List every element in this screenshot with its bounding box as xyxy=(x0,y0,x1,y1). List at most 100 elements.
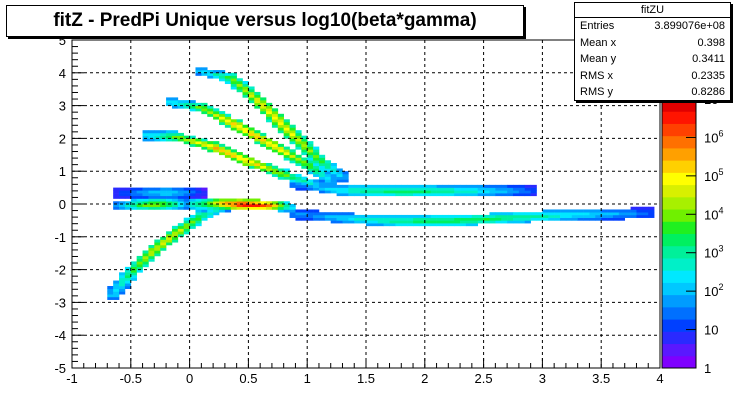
heatmap-cell xyxy=(471,184,479,188)
heatmap-cell xyxy=(119,288,126,292)
heatmap-cell xyxy=(219,113,226,117)
heatmap-cell xyxy=(136,266,143,270)
palette-band xyxy=(662,160,696,173)
heatmap-cell xyxy=(171,102,179,106)
heatmap-cell xyxy=(236,83,243,87)
heatmap-cell xyxy=(395,190,402,194)
heatmap-cell xyxy=(301,179,308,183)
heatmap-cell xyxy=(471,190,479,194)
heatmap-cell xyxy=(166,198,173,202)
heatmap-cell xyxy=(166,195,173,199)
heatmap-cell xyxy=(177,228,185,232)
heatmap-cell xyxy=(289,182,296,186)
heatmap-cell xyxy=(483,190,490,194)
heatmap-cell xyxy=(148,247,155,251)
heatmap-cell xyxy=(336,220,343,224)
heatmap-cell xyxy=(518,220,526,224)
heatmap-cell xyxy=(289,157,296,161)
heatmap-cell xyxy=(213,111,220,115)
heatmap-cell xyxy=(177,223,185,227)
heatmap-cell xyxy=(418,220,426,224)
palette-tick-label: 103 xyxy=(704,244,723,261)
heatmap-cell xyxy=(477,187,484,191)
heatmap-cell xyxy=(342,173,349,177)
heatmap-cell xyxy=(171,100,179,104)
heatmap-cell xyxy=(389,223,396,227)
heatmap-cell xyxy=(283,122,290,126)
heatmap-cell xyxy=(371,187,379,191)
heatmap-cell xyxy=(266,113,273,117)
heatmap-cell xyxy=(301,135,308,139)
stats-rms-x: RMS x 0.2335 xyxy=(580,69,725,82)
heatmap-cell xyxy=(207,204,214,208)
heatmap-cell xyxy=(271,168,279,172)
heatmap-cell xyxy=(360,184,367,188)
heatmap-cell xyxy=(454,223,461,227)
heatmap-cell xyxy=(495,214,502,218)
heatmap-cell xyxy=(289,149,296,153)
heatmap-cell xyxy=(171,187,179,191)
heatmap-cell xyxy=(260,132,267,136)
heatmap-cell xyxy=(236,157,243,161)
heatmap-cell xyxy=(301,165,308,169)
heatmap-cell xyxy=(401,187,408,191)
heatmap-cell xyxy=(130,195,137,199)
heatmap-cell xyxy=(330,212,337,216)
heatmap-cell xyxy=(213,146,220,150)
heatmap-cell xyxy=(207,209,214,213)
heatmap-cell xyxy=(166,206,173,210)
heatmap-cell xyxy=(477,184,484,188)
heatmap-cell xyxy=(183,187,190,191)
heatmap-cell xyxy=(560,217,567,221)
heatmap-cell xyxy=(295,217,302,221)
heatmap-cell xyxy=(407,193,414,197)
heatmap-cell xyxy=(171,228,179,232)
heatmap-cell xyxy=(260,138,267,142)
heatmap-cell xyxy=(395,214,402,218)
palette-band xyxy=(662,306,696,320)
heatmap-cell xyxy=(495,184,502,188)
palette-tick-label: 104 xyxy=(704,205,723,222)
heatmap-cell xyxy=(354,214,361,218)
heatmap-cell xyxy=(595,209,602,213)
heatmap-cell xyxy=(377,190,384,194)
heatmap-cell xyxy=(413,193,420,197)
heatmap-cell xyxy=(171,201,179,205)
heatmap-cell xyxy=(301,143,308,147)
heatmap-cell xyxy=(154,239,161,243)
heatmap-cell xyxy=(271,141,279,145)
heatmap-cell xyxy=(242,89,249,93)
heatmap-cell xyxy=(424,217,431,221)
heatmap-cell xyxy=(107,291,114,295)
heatmap-cell xyxy=(648,206,655,210)
heatmap-cell xyxy=(318,157,326,161)
heatmap-cell xyxy=(119,277,126,281)
heatmap-cell xyxy=(371,184,379,188)
heatmap-cell xyxy=(513,184,520,188)
heatmap-cell xyxy=(113,286,120,290)
heatmap-cell xyxy=(260,206,267,210)
heatmap-cell xyxy=(195,212,202,216)
heatmap-cell xyxy=(119,272,126,276)
heatmap-cell xyxy=(148,201,155,205)
heatmap-cell xyxy=(354,220,361,224)
heatmap-cell xyxy=(589,214,596,218)
heatmap-cell xyxy=(113,190,120,194)
heatmap-cell xyxy=(318,184,326,188)
heatmap-cell xyxy=(318,165,326,169)
heatmap-cell xyxy=(318,212,326,216)
heatmap-cell xyxy=(177,225,185,229)
heatmap-cell xyxy=(513,214,520,218)
heatmap-cell xyxy=(148,206,155,210)
heatmap-cell xyxy=(495,217,502,221)
heatmap-cell xyxy=(195,141,202,145)
heatmap-cell xyxy=(136,198,143,202)
heatmap-cell xyxy=(213,116,220,120)
heatmap-cell xyxy=(624,212,631,216)
heatmap-cell xyxy=(507,193,514,197)
heatmap-cell xyxy=(583,217,590,221)
heatmap-cell xyxy=(436,223,443,227)
heatmap-cell xyxy=(201,195,208,199)
heatmap-cell xyxy=(583,214,590,218)
heatmap-cell xyxy=(277,209,284,213)
